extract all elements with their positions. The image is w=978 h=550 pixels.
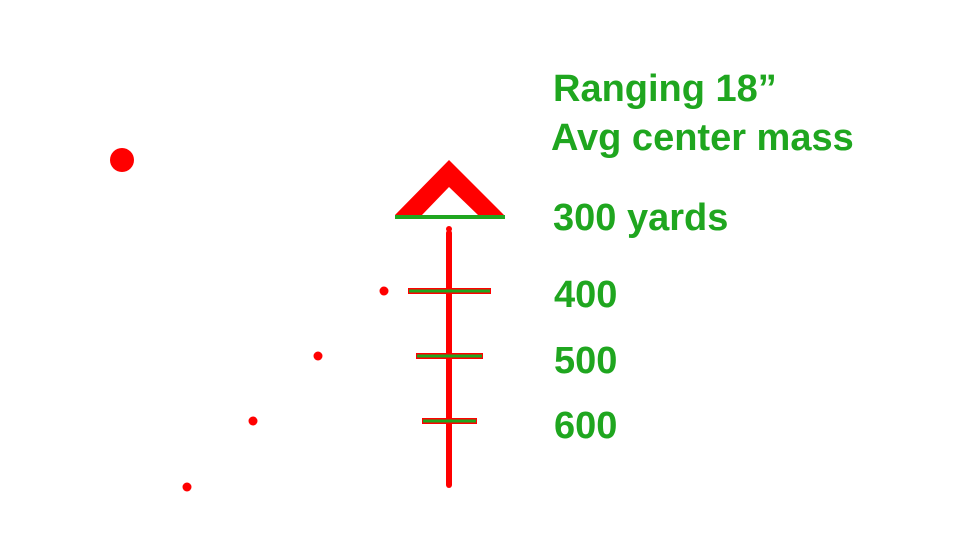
- dot-500: [313, 351, 323, 361]
- hash-500: [416, 353, 483, 359]
- large-target-dot: [110, 148, 134, 172]
- title-line-1: Ranging 18”: [553, 68, 777, 110]
- label-400: 400: [554, 274, 618, 316]
- hash-600: [422, 418, 477, 424]
- label-300-yards: 300 yards: [553, 197, 729, 239]
- label-600: 600: [554, 405, 618, 447]
- label-500: 500: [554, 340, 618, 382]
- hash-400: [408, 288, 491, 294]
- dot-600: [248, 416, 258, 426]
- title-line-2: Avg center mass: [551, 117, 854, 159]
- dot-bottom: [182, 482, 192, 492]
- chevron-base-line: [395, 215, 505, 219]
- chevron-aim-point: [395, 160, 504, 215]
- dot-400: [379, 286, 389, 296]
